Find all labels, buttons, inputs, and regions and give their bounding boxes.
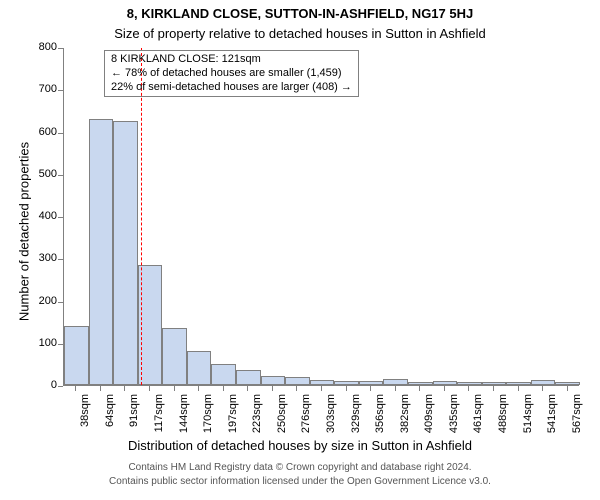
- y-tick: [58, 133, 63, 134]
- x-tick-label: 435sqm: [448, 394, 460, 444]
- x-tick-label: 409sqm: [423, 394, 435, 444]
- x-tick: [198, 386, 199, 391]
- x-tick-label: 514sqm: [522, 394, 534, 444]
- annotation-line: 22% of semi-detached houses are larger (…: [111, 81, 352, 95]
- x-tick: [223, 386, 224, 391]
- histogram-bar: [162, 328, 187, 385]
- histogram-bar: [359, 381, 384, 385]
- annotation-line: 8 KIRKLAND CLOSE: 121sqm: [111, 53, 352, 67]
- x-tick-label: 64sqm: [104, 394, 116, 444]
- x-tick: [346, 386, 347, 391]
- x-tick-label: 488sqm: [497, 394, 509, 444]
- x-tick: [419, 386, 420, 391]
- x-tick-label: 461sqm: [472, 394, 484, 444]
- histogram-bar: [187, 351, 212, 385]
- x-tick-label: 250sqm: [276, 394, 288, 444]
- x-tick: [296, 386, 297, 391]
- y-tick-label: 100: [23, 337, 57, 349]
- x-tick-label: 223sqm: [251, 394, 263, 444]
- x-tick: [468, 386, 469, 391]
- histogram-bar: [334, 381, 359, 385]
- histogram-bar: [64, 326, 89, 385]
- histogram-bar: [236, 370, 261, 385]
- plot-area: [63, 48, 579, 386]
- y-tick-label: 500: [23, 168, 57, 180]
- histogram-bar: [531, 380, 556, 385]
- y-tick-label: 700: [23, 83, 57, 95]
- x-tick: [321, 386, 322, 391]
- chart-subtitle: Size of property relative to detached ho…: [0, 26, 600, 41]
- annotation-line: ← 78% of detached houses are smaller (1,…: [111, 67, 352, 81]
- y-tick-label: 400: [23, 210, 57, 222]
- y-tick-label: 300: [23, 252, 57, 264]
- histogram-bar: [89, 119, 114, 385]
- x-tick: [174, 386, 175, 391]
- x-tick: [567, 386, 568, 391]
- y-tick: [58, 217, 63, 218]
- x-tick: [149, 386, 150, 391]
- histogram-bar: [113, 121, 138, 385]
- x-tick-label: 144sqm: [178, 394, 190, 444]
- x-tick: [395, 386, 396, 391]
- y-tick-label: 200: [23, 295, 57, 307]
- x-tick: [100, 386, 101, 391]
- y-tick: [58, 259, 63, 260]
- x-tick: [444, 386, 445, 391]
- x-tick-label: 303sqm: [325, 394, 337, 444]
- credits-line-1: Contains HM Land Registry data © Crown c…: [0, 462, 600, 473]
- y-tick-label: 800: [23, 41, 57, 53]
- x-tick-label: 567sqm: [571, 394, 583, 444]
- x-tick-label: 38sqm: [79, 394, 91, 444]
- x-tick-label: 170sqm: [202, 394, 214, 444]
- annotation-box: 8 KIRKLAND CLOSE: 121sqm← 78% of detache…: [104, 50, 359, 97]
- reference-line: [141, 48, 142, 385]
- x-tick: [370, 386, 371, 391]
- x-tick: [542, 386, 543, 391]
- y-tick: [58, 175, 63, 176]
- y-tick: [58, 302, 63, 303]
- x-tick-label: 356sqm: [374, 394, 386, 444]
- histogram-bar: [383, 379, 408, 385]
- x-tick-label: 382sqm: [399, 394, 411, 444]
- histogram-bar: [457, 382, 482, 385]
- x-tick: [272, 386, 273, 391]
- x-tick-label: 329sqm: [350, 394, 362, 444]
- chart-container: { "chart": { "type": "histogram", "title…: [0, 0, 600, 500]
- y-tick: [58, 344, 63, 345]
- histogram-bar: [310, 380, 335, 385]
- x-tick: [518, 386, 519, 391]
- histogram-bar: [211, 364, 236, 385]
- y-axis-label: Number of detached properties: [17, 52, 32, 412]
- credits-line-2: Contains public sector information licen…: [0, 476, 600, 487]
- y-tick-label: 600: [23, 126, 57, 138]
- y-tick: [58, 48, 63, 49]
- x-tick: [247, 386, 248, 391]
- x-tick: [75, 386, 76, 391]
- histogram-bar: [261, 376, 286, 385]
- histogram-bar: [506, 382, 531, 385]
- histogram-bar: [285, 377, 310, 385]
- x-tick-label: 197sqm: [227, 394, 239, 444]
- x-tick-label: 541sqm: [546, 394, 558, 444]
- y-tick: [58, 90, 63, 91]
- x-tick-label: 276sqm: [300, 394, 312, 444]
- x-tick-label: 117sqm: [153, 394, 165, 444]
- histogram-bar: [482, 382, 507, 385]
- y-tick: [58, 386, 63, 387]
- histogram-bar: [555, 382, 580, 385]
- histogram-bar: [408, 382, 433, 385]
- chart-title-address: 8, KIRKLAND CLOSE, SUTTON-IN-ASHFIELD, N…: [0, 6, 600, 21]
- y-tick-label: 0: [23, 379, 57, 391]
- x-tick-label: 91sqm: [128, 394, 140, 444]
- x-tick: [493, 386, 494, 391]
- x-tick: [124, 386, 125, 391]
- histogram-bar: [433, 381, 458, 385]
